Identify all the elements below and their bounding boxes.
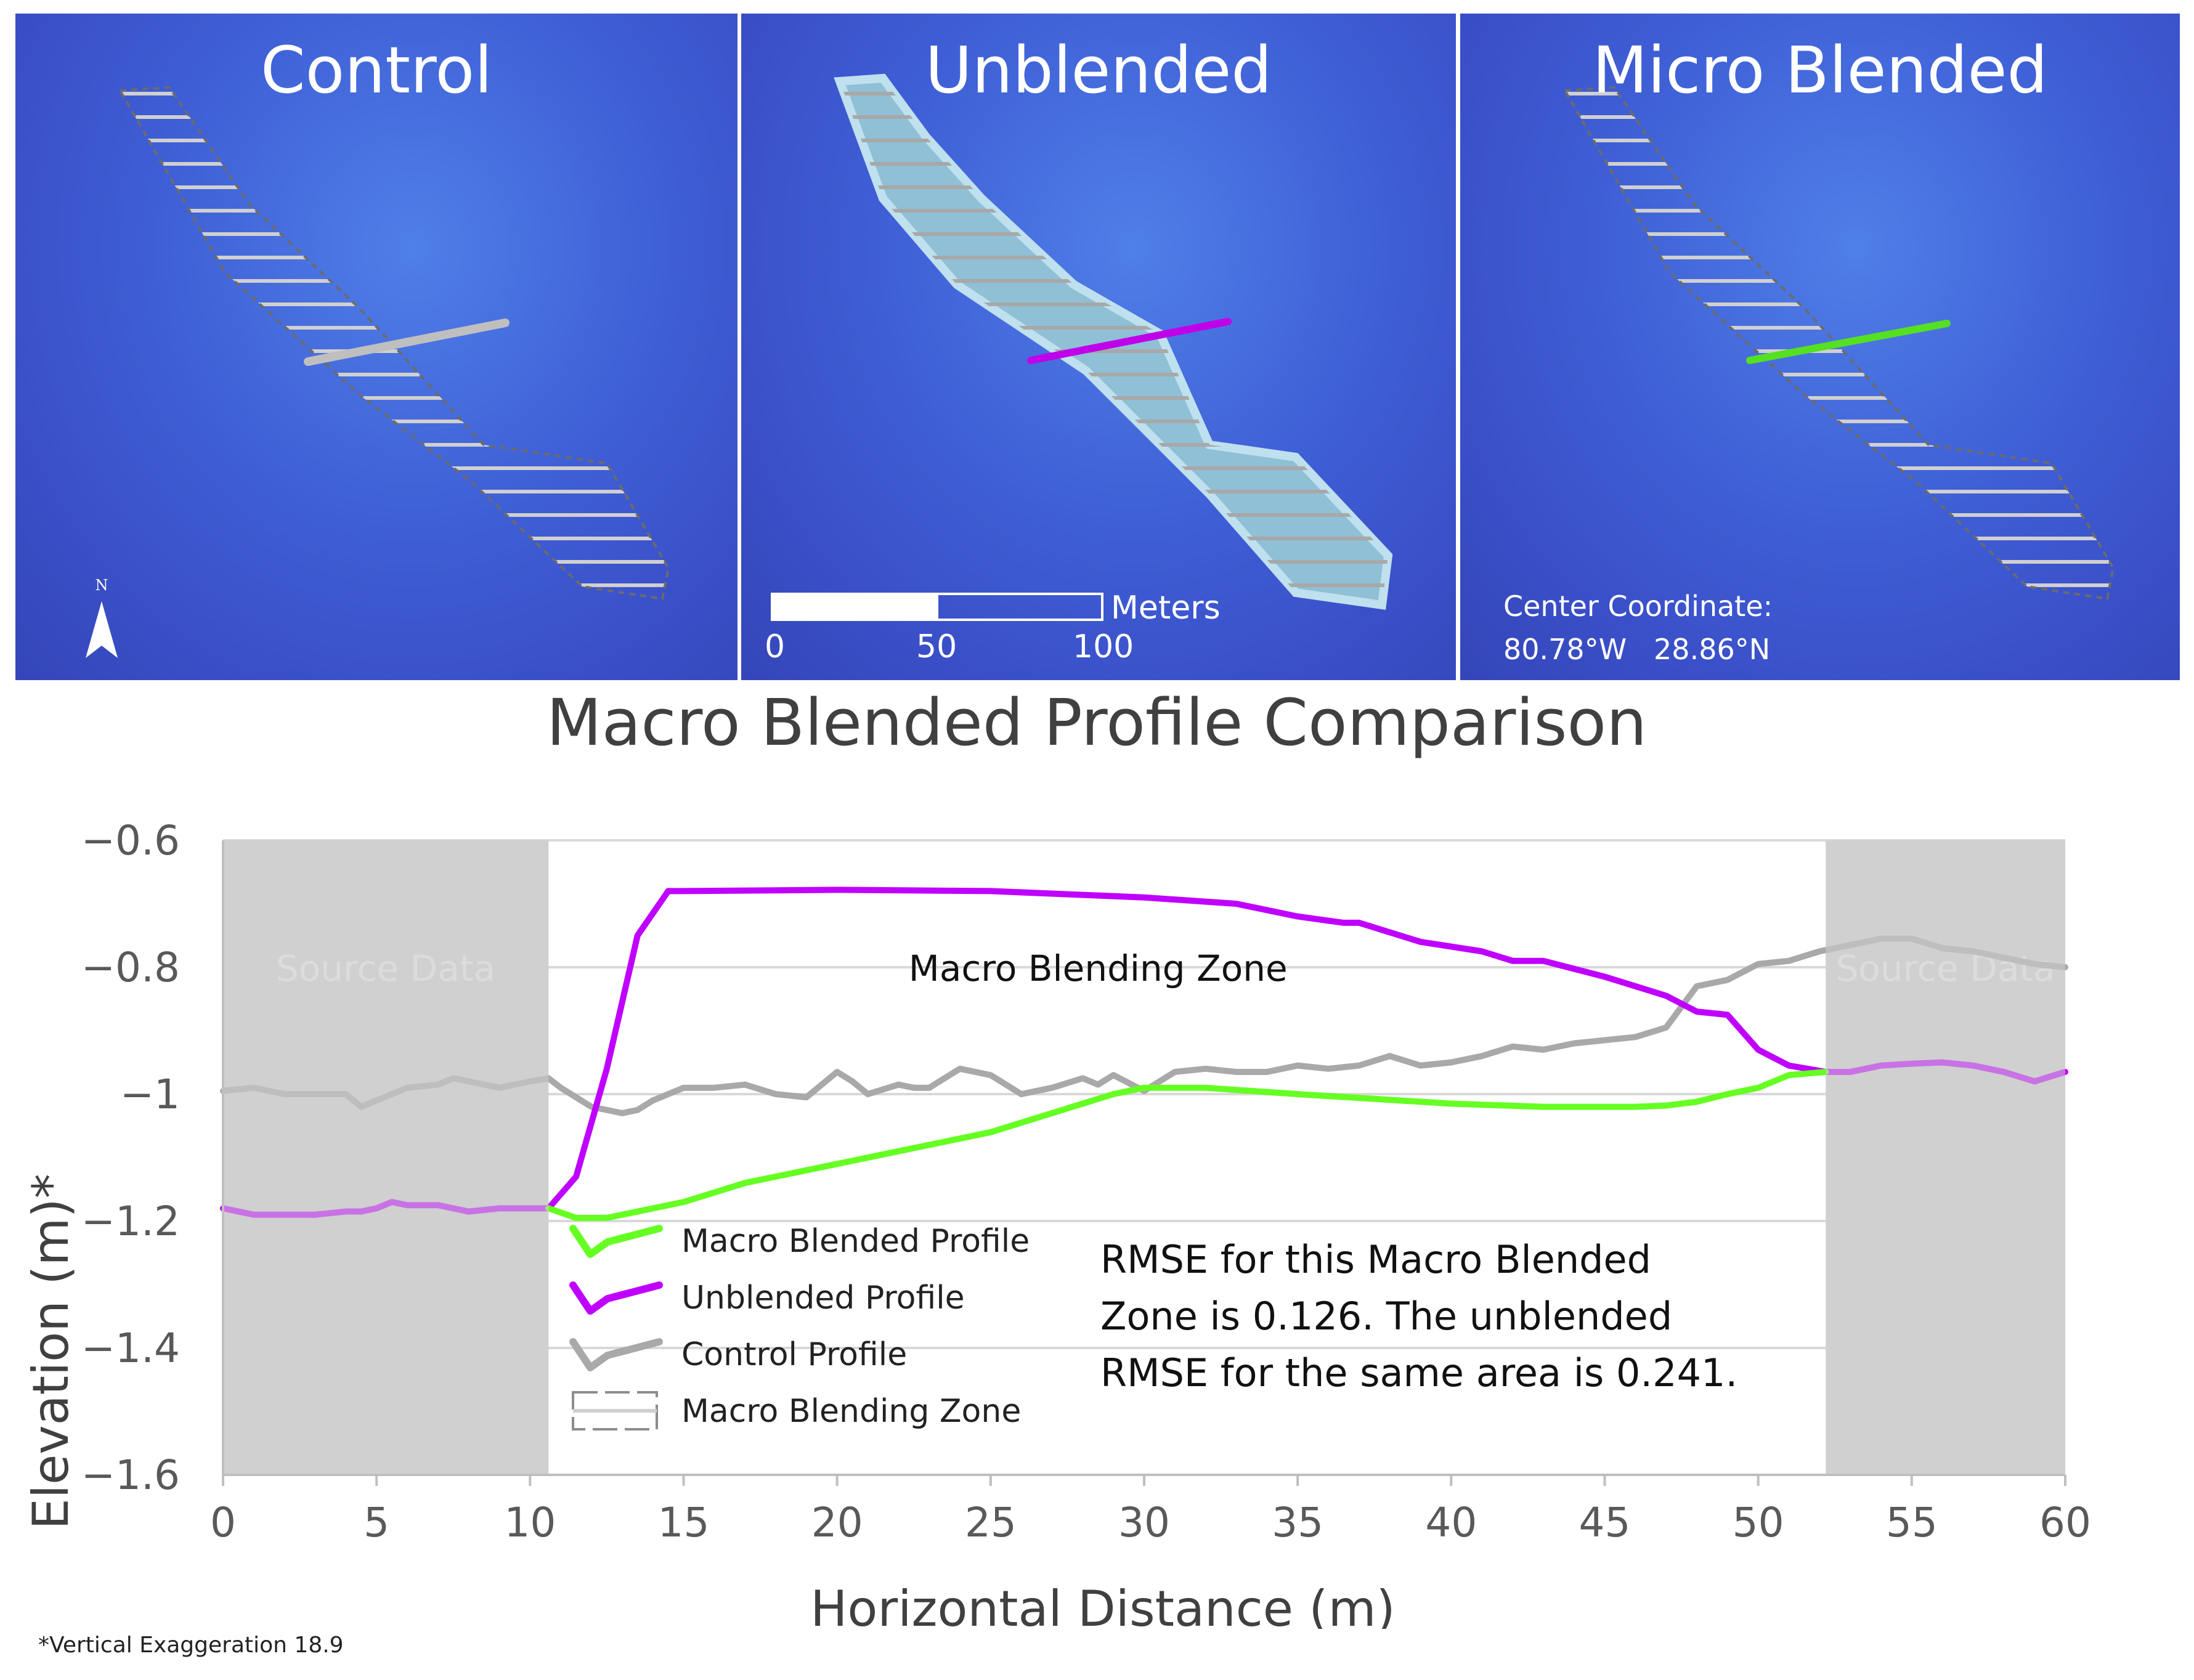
center-coordinate-value: 80.78°W 28.86°N — [1503, 633, 1771, 666]
macro-blending-zone-label: Macro Blending Zone — [909, 948, 1288, 989]
y-axis-label: Elevation (m)* — [22, 1174, 79, 1529]
x-tick-label: 55 — [1886, 1499, 1938, 1546]
panel-title-micro-blended: Micro Blended — [1592, 33, 2048, 108]
center-coordinate-label: Center Coordinate: — [1503, 590, 1773, 623]
scale-unit: Meters — [1111, 590, 1221, 627]
x-tick-label: 20 — [811, 1499, 863, 1546]
x-tick-label: 45 — [1579, 1499, 1631, 1546]
source-data-overlay — [1826, 840, 2065, 1475]
legend-macro-blended-profile-swatch — [569, 1225, 663, 1258]
y-tick-label: −1 — [120, 1071, 180, 1118]
zone-map-control — [118, 86, 670, 601]
legend-macro-blending-zone: Macro Blending Zone — [681, 1393, 1021, 1430]
panel-title-control: Control — [261, 33, 492, 108]
y-tick-label: −1.6 — [81, 1451, 180, 1499]
y-tick-label: −0.8 — [81, 944, 180, 991]
x-tick-label: 50 — [1733, 1499, 1784, 1546]
legend-unblended-profile: Unblended Profile — [681, 1280, 965, 1317]
x-tick-label: 10 — [504, 1499, 556, 1546]
y-tick-label: −1.4 — [81, 1325, 180, 1372]
profile-line-unblended — [1027, 318, 1232, 364]
source-data-overlay — [223, 840, 549, 1475]
legend-macro-blended-profile: Macro Blended Profile — [681, 1223, 1030, 1260]
profile-line-micro-blended — [1746, 320, 1951, 364]
x-tick-label: 0 — [210, 1499, 236, 1546]
zone-map-unblended — [771, 73, 1393, 621]
rmse-annotation-line: RMSE for the same area is 0.241. — [1100, 1350, 1737, 1395]
x-tick-label: 30 — [1118, 1499, 1170, 1546]
profile-chart: Macro Blended Profile Comparison Source … — [22, 685, 2091, 1629]
series-macro-blended-profile — [545, 1068, 1829, 1221]
x-tick-label: 25 — [965, 1499, 1017, 1546]
zone-map-micro-blended — [1562, 86, 2115, 601]
scale-tick-50: 50 — [916, 628, 957, 665]
map-panel-unblended: Unblended Meters 0 50 100 — [741, 14, 1456, 680]
rmse-annotation-line: Zone is 0.126. The unblended — [1100, 1294, 1672, 1339]
scale-tick-0: 0 — [765, 628, 786, 665]
x-tick-label: 15 — [658, 1499, 710, 1546]
legend-control-profile-swatch — [569, 1338, 663, 1371]
footnote: *Vertical Exaggeration 18.9 — [38, 1633, 344, 1658]
legend-unblended-profile-swatch — [569, 1281, 663, 1315]
legend-control-profile: Control Profile — [681, 1336, 907, 1373]
map-panel-micro-blended: Micro Blended Center Coordinate: 80.78°W… — [1460, 14, 2180, 680]
chart-title: Macro Blended Profile Comparison — [546, 685, 1647, 760]
rmse-annotation-line: RMSE for this Macro Blended — [1100, 1237, 1651, 1282]
x-tick-label: 35 — [1272, 1499, 1323, 1546]
panel-title-unblended: Unblended — [925, 33, 1272, 108]
profile-line-control — [304, 319, 510, 366]
scale-bar — [771, 593, 1103, 621]
scale-tick-100: 100 — [1073, 628, 1134, 665]
x-tick-label: 40 — [1425, 1499, 1477, 1546]
y-tick-label: −0.6 — [81, 817, 180, 864]
x-axis-label: Horizontal Distance (m) — [810, 1580, 1396, 1629]
y-tick-label: −1.2 — [81, 1198, 180, 1245]
x-tick-label: 5 — [364, 1499, 389, 1546]
map-panel-control: Control N — [15, 14, 737, 680]
north-arrow-icon: N — [83, 577, 120, 663]
blending-zone-hatch — [120, 92, 668, 587]
x-tick-label: 60 — [2039, 1499, 2091, 1546]
